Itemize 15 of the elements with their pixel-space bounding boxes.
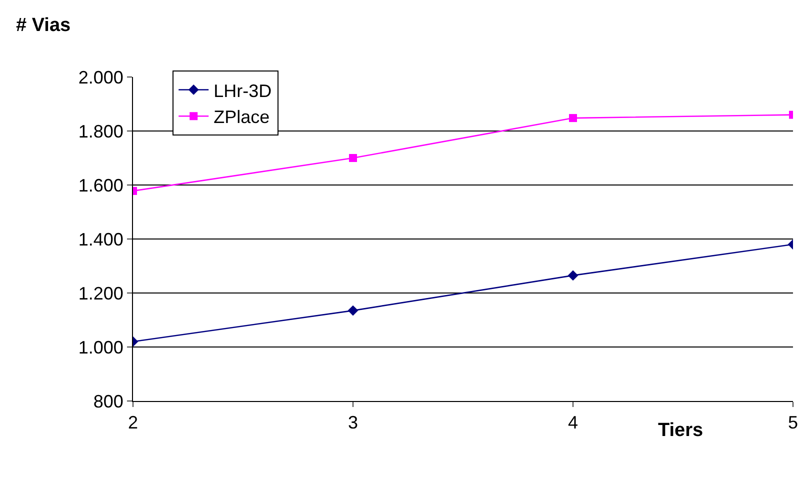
legend-label: LHr-3D: [214, 80, 272, 101]
y-axis-title: # Vias: [16, 15, 71, 36]
x-tick-label: 3: [348, 412, 358, 433]
y-tick-label: 1.800: [78, 121, 124, 142]
x-tick-label: 5: [788, 412, 798, 433]
x-axis-title: Tiers: [658, 420, 704, 441]
x-tick-label: 4: [568, 412, 578, 433]
x-tick-label: 2: [128, 412, 138, 433]
y-tick-label: 1.000: [78, 337, 124, 358]
legend-label: ZPlace: [214, 107, 270, 128]
y-tick-label: 1.600: [78, 175, 124, 196]
y-tick-label: 800: [93, 391, 124, 412]
y-tick-label: 2.000: [78, 67, 124, 88]
y-tick-label: 1.200: [78, 283, 124, 304]
y-tick-label: 1.400: [78, 229, 124, 250]
